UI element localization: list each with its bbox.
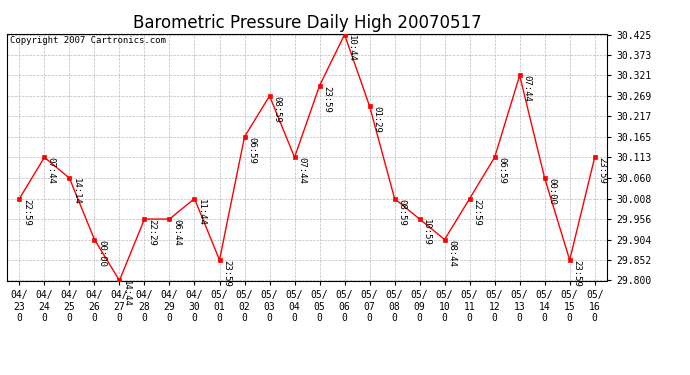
Text: 07:44: 07:44 (297, 157, 306, 184)
Text: 14:14: 14:14 (72, 178, 81, 205)
Text: 14:44: 14:44 (122, 280, 131, 308)
Text: 22:29: 22:29 (147, 219, 156, 246)
Text: 00:00: 00:00 (97, 240, 106, 266)
Text: 11:44: 11:44 (197, 199, 206, 225)
Text: 00:00: 00:00 (547, 178, 556, 205)
Text: 23:59: 23:59 (322, 86, 331, 112)
Text: 06:44: 06:44 (172, 219, 181, 246)
Text: 23:59: 23:59 (597, 157, 606, 184)
Text: 07:44: 07:44 (47, 157, 56, 184)
Text: 10:44: 10:44 (347, 34, 356, 62)
Text: Copyright 2007 Cartronics.com: Copyright 2007 Cartronics.com (10, 36, 166, 45)
Text: 23:59: 23:59 (572, 260, 581, 287)
Text: 08:44: 08:44 (447, 240, 456, 266)
Text: 01:29: 01:29 (372, 106, 381, 133)
Text: 22:59: 22:59 (472, 199, 481, 225)
Text: 22:59: 22:59 (22, 199, 31, 225)
Text: 08:59: 08:59 (272, 96, 281, 123)
Text: 06:59: 06:59 (497, 157, 506, 184)
Title: Barometric Pressure Daily High 20070517: Barometric Pressure Daily High 20070517 (132, 14, 482, 32)
Text: 23:59: 23:59 (222, 260, 231, 287)
Text: 06:59: 06:59 (247, 137, 256, 164)
Text: 10:59: 10:59 (422, 219, 431, 246)
Text: 08:59: 08:59 (397, 199, 406, 225)
Text: 07:44: 07:44 (522, 75, 531, 102)
